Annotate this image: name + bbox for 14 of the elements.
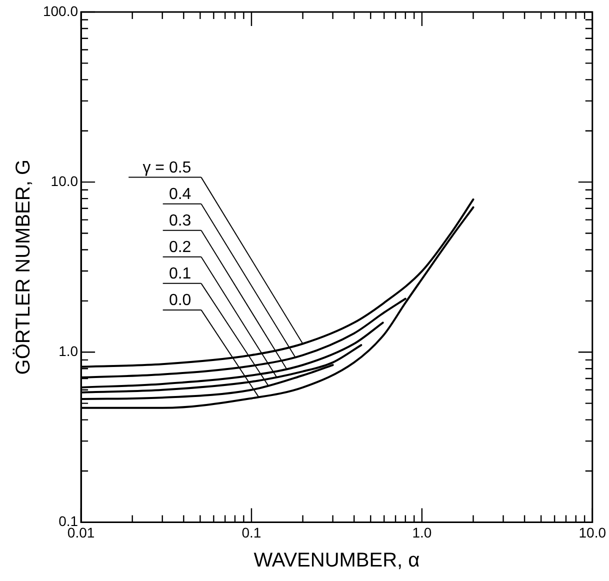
legend-label: 0.3 — [168, 212, 192, 230]
x-tick-label: 10.0 — [578, 524, 606, 540]
y-tick-label: 1.0 — [58, 342, 78, 359]
x-tick-label: 0.1 — [242, 524, 262, 540]
x-tick-label: 1.0 — [412, 524, 432, 540]
legend-label: 0.0 — [168, 292, 192, 309]
y-tick-label: 100.0 — [42, 2, 78, 19]
text: γ = 0.5 — [142, 159, 192, 176]
y-tick-label: 10.0 — [50, 172, 78, 189]
legend-label: 0.1 — [168, 265, 192, 282]
y-axis-title: GÖRTLER NUMBER, G — [12, 159, 35, 375]
x-axis-title: WAVENUMBER, α — [254, 550, 420, 572]
legend-label: 0.2 — [168, 238, 192, 256]
legend-label: 0.4 — [168, 186, 192, 203]
